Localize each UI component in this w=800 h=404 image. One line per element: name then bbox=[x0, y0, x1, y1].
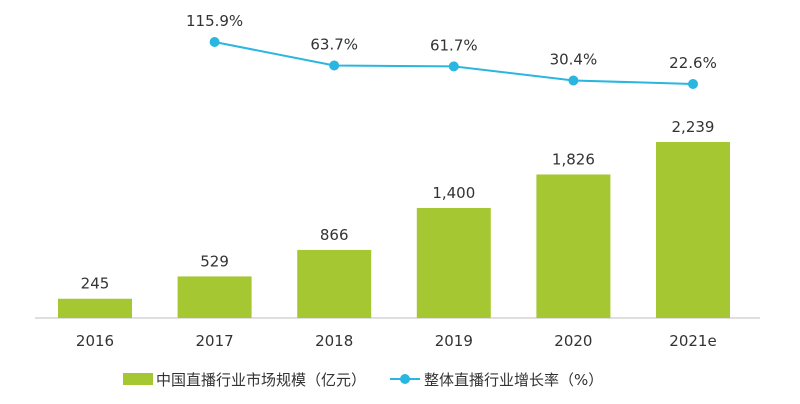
bar-label: 2,239 bbox=[672, 118, 715, 136]
line-point bbox=[329, 60, 340, 71]
line-label: 63.7% bbox=[310, 35, 358, 53]
x-tick-label: 2016 bbox=[76, 332, 114, 350]
bar-label: 529 bbox=[200, 252, 229, 270]
bar bbox=[177, 276, 252, 318]
line-label: 22.6% bbox=[669, 54, 717, 72]
bar-label: 1,826 bbox=[552, 150, 595, 168]
line-label: 61.7% bbox=[430, 36, 478, 54]
bar-label: 245 bbox=[81, 275, 110, 293]
legend-bar-swatch bbox=[123, 373, 153, 385]
bar bbox=[656, 142, 730, 318]
line-label: 30.4% bbox=[550, 50, 598, 68]
bar bbox=[416, 207, 491, 318]
line-point bbox=[448, 61, 459, 72]
bar bbox=[297, 249, 372, 318]
bar-label: 866 bbox=[320, 226, 349, 244]
line-point bbox=[568, 75, 579, 86]
line-point bbox=[209, 37, 220, 47]
x-tick-label: 2021e bbox=[669, 332, 716, 350]
bar-label: 1,400 bbox=[432, 184, 475, 202]
legend-line-label: 整体直播行业增长率（%） bbox=[424, 371, 603, 389]
bar bbox=[58, 298, 132, 318]
x-tick-label: 2018 bbox=[315, 332, 353, 350]
bar bbox=[536, 174, 611, 318]
legend-line-marker bbox=[400, 374, 410, 384]
x-tick-label: 2017 bbox=[196, 332, 234, 350]
line-label: 115.9% bbox=[186, 12, 243, 30]
line-point bbox=[688, 78, 698, 89]
x-tick-label: 2019 bbox=[435, 332, 473, 350]
legend-bar-label: 中国直播行业市场规模（亿元） bbox=[156, 371, 366, 389]
x-tick-label: 2020 bbox=[554, 332, 592, 350]
